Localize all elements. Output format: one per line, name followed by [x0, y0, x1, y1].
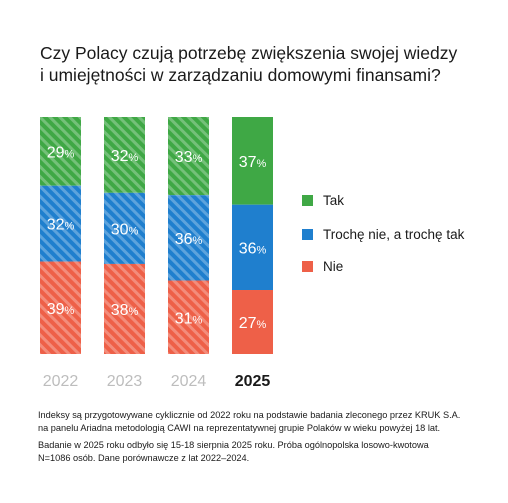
- bar-2023-tak: [104, 117, 145, 193]
- bar-2022-tak: [40, 117, 81, 186]
- value-labels-group: 29% 32% 39% 32% 30% 38% 33% 36% 31% 37% 36% 27%: [47, 144, 267, 332]
- value-label-2025-troche: 36%: [239, 240, 267, 257]
- value-label-2025-tak: 37%: [239, 154, 267, 171]
- value-label-2023-tak: 32%: [111, 148, 139, 165]
- legend-item-troche: Trochę nie, a trochę tak: [302, 227, 464, 242]
- bar-2023-troche: [104, 192, 145, 264]
- value-label-2023-nie: 38%: [111, 302, 139, 319]
- bar-2024-tak: [168, 117, 209, 196]
- methodology-notes: Indeksy są przygotowywane cyklicznie od …: [38, 409, 478, 469]
- value-label-2024-tak: 33%: [175, 149, 203, 166]
- bar-2025-troche: [232, 204, 273, 291]
- legend-swatch-tak: [302, 195, 313, 206]
- legend-label-nie: Nie: [323, 259, 344, 274]
- x-tick-label-2023: 2023: [107, 373, 143, 390]
- value-label-2022-tak: 29%: [47, 144, 75, 161]
- bar-2024-nie: [168, 280, 209, 354]
- bar-2025-tak: [232, 117, 273, 205]
- x-tick-labels-group: 2022 2023 2024 2025: [43, 373, 271, 390]
- x-tick-label-2025: 2025: [235, 373, 271, 390]
- value-label-2025-nie: 27%: [239, 315, 267, 332]
- chart-title-line2: i umiejętności w zarządzaniu domowymi fi…: [40, 65, 441, 85]
- legend-label-tak: Tak: [323, 193, 345, 208]
- bar-2025-nie: [232, 290, 273, 354]
- notes-line-1: Indeksy są przygotowywane cyklicznie od …: [38, 410, 461, 420]
- x-tick-label-2024: 2024: [171, 373, 207, 390]
- notes-line-4: N=1086 osób. Dane porównawcze z lat 2022…: [38, 453, 250, 463]
- x-tick-label-2022: 2022: [43, 373, 79, 390]
- notes-line-3: Badanie w 2025 roku odbyło się 15-18 sie…: [38, 440, 429, 450]
- notes-paragraph-1: Indeksy są przygotowywane cyklicznie od …: [38, 409, 478, 435]
- chart-title: Czy Polacy czują potrzebę zwiększenia sw…: [40, 42, 490, 86]
- legend-item-tak: Tak: [302, 193, 344, 208]
- bars-group: [40, 117, 273, 354]
- legend-swatch-nie: [302, 261, 313, 272]
- value-label-2023-troche: 30%: [111, 221, 139, 238]
- value-label-2022-troche: 32%: [47, 217, 75, 234]
- bar-2024-troche: [168, 195, 209, 281]
- bar-2023-nie: [104, 263, 145, 354]
- legend-swatch-troche: [302, 229, 313, 240]
- notes-line-2: na panelu Ariadna metodologią CAWI na re…: [38, 423, 441, 433]
- value-label-2022-nie: 39%: [47, 301, 75, 318]
- chart-title-line1: Czy Polacy czują potrzebę zwiększenia sw…: [40, 43, 458, 63]
- bar-2022-nie: [40, 261, 81, 354]
- value-label-2024-nie: 31%: [175, 310, 203, 327]
- stacked-bar-chart: 29% 32% 39% 32% 30% 38% 33% 36% 31% 37% 36% 27% 202…: [40, 117, 273, 390]
- legend-label-troche: Trochę nie, a trochę tak: [323, 227, 465, 242]
- value-label-2024-troche: 36%: [175, 231, 203, 248]
- notes-paragraph-2: Badanie w 2025 roku odbyło się 15-18 sie…: [38, 439, 478, 465]
- legend-item-nie: Nie: [302, 259, 343, 274]
- bar-2022-troche: [40, 185, 81, 262]
